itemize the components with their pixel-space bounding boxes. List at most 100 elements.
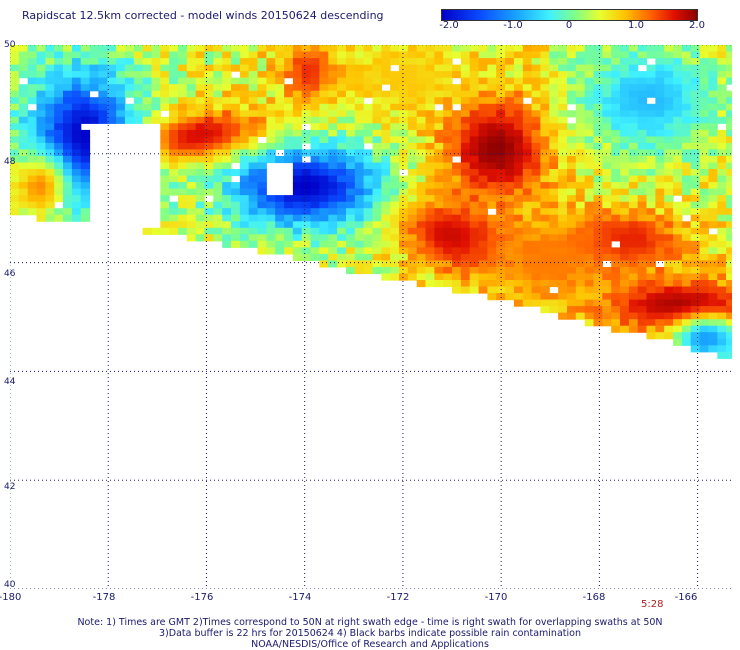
heatmap-cell xyxy=(673,240,683,248)
heatmap-cell xyxy=(169,142,179,150)
heatmap-cell xyxy=(567,214,577,222)
heatmap-cell xyxy=(690,345,701,353)
heatmap-cell xyxy=(390,221,400,229)
heatmap-cell xyxy=(664,208,674,216)
heatmap-cell xyxy=(558,195,568,203)
heatmap-cell xyxy=(337,45,347,53)
heatmap-cell xyxy=(699,280,709,288)
heatmap-cell xyxy=(292,97,303,105)
heatmap-cell xyxy=(407,182,418,190)
heatmap-cell xyxy=(248,129,259,137)
heatmap-cell xyxy=(452,45,462,53)
heatmap-cell xyxy=(160,123,170,131)
heatmap-cell xyxy=(248,227,259,235)
heatmap-cell xyxy=(425,45,435,53)
heatmap-cell xyxy=(681,286,692,294)
heatmap-cell xyxy=(275,227,285,235)
heatmap-cell xyxy=(443,247,453,255)
heatmap-cell xyxy=(292,162,303,170)
heatmap-cell xyxy=(708,77,718,85)
heatmap-cell xyxy=(637,188,648,196)
heatmap-cell xyxy=(381,156,391,164)
heatmap-cell xyxy=(487,45,497,53)
heatmap-cell xyxy=(36,142,46,150)
heatmap-cell xyxy=(620,90,630,98)
heatmap-cell xyxy=(637,312,648,320)
heatmap-cell xyxy=(726,195,732,203)
heatmap-cell xyxy=(522,58,533,66)
heatmap-cell xyxy=(699,195,709,203)
heatmap-cell xyxy=(681,319,692,327)
heatmap-cell xyxy=(178,201,188,209)
heatmap-cell xyxy=(505,149,515,157)
heatmap-cell xyxy=(71,208,82,216)
heatmap-cell xyxy=(699,273,709,281)
heatmap-cell xyxy=(416,280,427,288)
heatmap-cell xyxy=(655,45,665,53)
heatmap-cell xyxy=(469,142,480,150)
heatmap-cell xyxy=(239,45,250,53)
heatmap-cell xyxy=(567,221,577,229)
heatmap-cell xyxy=(328,175,338,183)
heatmap-cell xyxy=(664,280,674,288)
heatmap-cell xyxy=(319,208,329,216)
heatmap-cell xyxy=(275,208,285,216)
heatmap-cell xyxy=(558,64,568,72)
heatmap-cell xyxy=(399,64,409,72)
heatmap-cell xyxy=(575,77,586,85)
heatmap-cell xyxy=(469,45,480,53)
heatmap-cell xyxy=(575,280,586,288)
heatmap-cell xyxy=(222,188,232,196)
heatmap-cell xyxy=(628,58,639,66)
heatmap-cell xyxy=(655,201,665,209)
heatmap-cell xyxy=(540,182,550,190)
heatmap-cell xyxy=(708,293,718,301)
heatmap-cell xyxy=(478,103,488,111)
heatmap-cell xyxy=(399,77,409,85)
heatmap-cell xyxy=(664,90,674,98)
heatmap-cell xyxy=(292,116,303,124)
heatmap-cell xyxy=(452,234,462,242)
heatmap-cell xyxy=(372,71,382,79)
heatmap-cell xyxy=(558,299,568,307)
heatmap-cell xyxy=(575,306,586,314)
heatmap-cell xyxy=(63,201,73,209)
heatmap-cell xyxy=(151,77,161,85)
heatmap-cell xyxy=(452,227,462,235)
heatmap-cell xyxy=(443,156,453,164)
heatmap-cell xyxy=(328,188,338,196)
heatmap-cell xyxy=(690,299,701,307)
heatmap-cell xyxy=(425,195,435,203)
heatmap-cell xyxy=(681,149,692,157)
heatmap-cell xyxy=(54,169,64,177)
heatmap-cell xyxy=(160,84,170,92)
heatmap-cell xyxy=(257,169,267,177)
heatmap-cell xyxy=(522,293,533,301)
heatmap-cell xyxy=(195,64,206,72)
heatmap-cell xyxy=(142,90,152,98)
heatmap-cell xyxy=(248,149,259,157)
heatmap-cell xyxy=(36,195,46,203)
heatmap-cell xyxy=(664,240,674,248)
heatmap-cell xyxy=(505,45,515,53)
heatmap-cell xyxy=(708,58,718,66)
heatmap-cell xyxy=(337,169,347,177)
heatmap-cell xyxy=(611,234,621,242)
heatmap-cell xyxy=(381,129,391,137)
heatmap-cell xyxy=(284,201,294,209)
heatmap-cell xyxy=(310,182,320,190)
heatmap-cell xyxy=(593,247,603,255)
heatmap-cell xyxy=(717,227,727,235)
heatmap-cell xyxy=(681,162,692,170)
heatmap-cell xyxy=(460,84,471,92)
heatmap-cell xyxy=(319,221,329,229)
heatmap-cell xyxy=(540,51,550,59)
heatmap-cell xyxy=(186,201,197,209)
heatmap-cell xyxy=(178,169,188,177)
heatmap-cell xyxy=(611,312,621,320)
heatmap-cell xyxy=(27,64,38,72)
heatmap-cell xyxy=(708,234,718,242)
heatmap-cell xyxy=(469,149,480,157)
heatmap-cell xyxy=(460,116,471,124)
heatmap-cell xyxy=(708,253,718,261)
